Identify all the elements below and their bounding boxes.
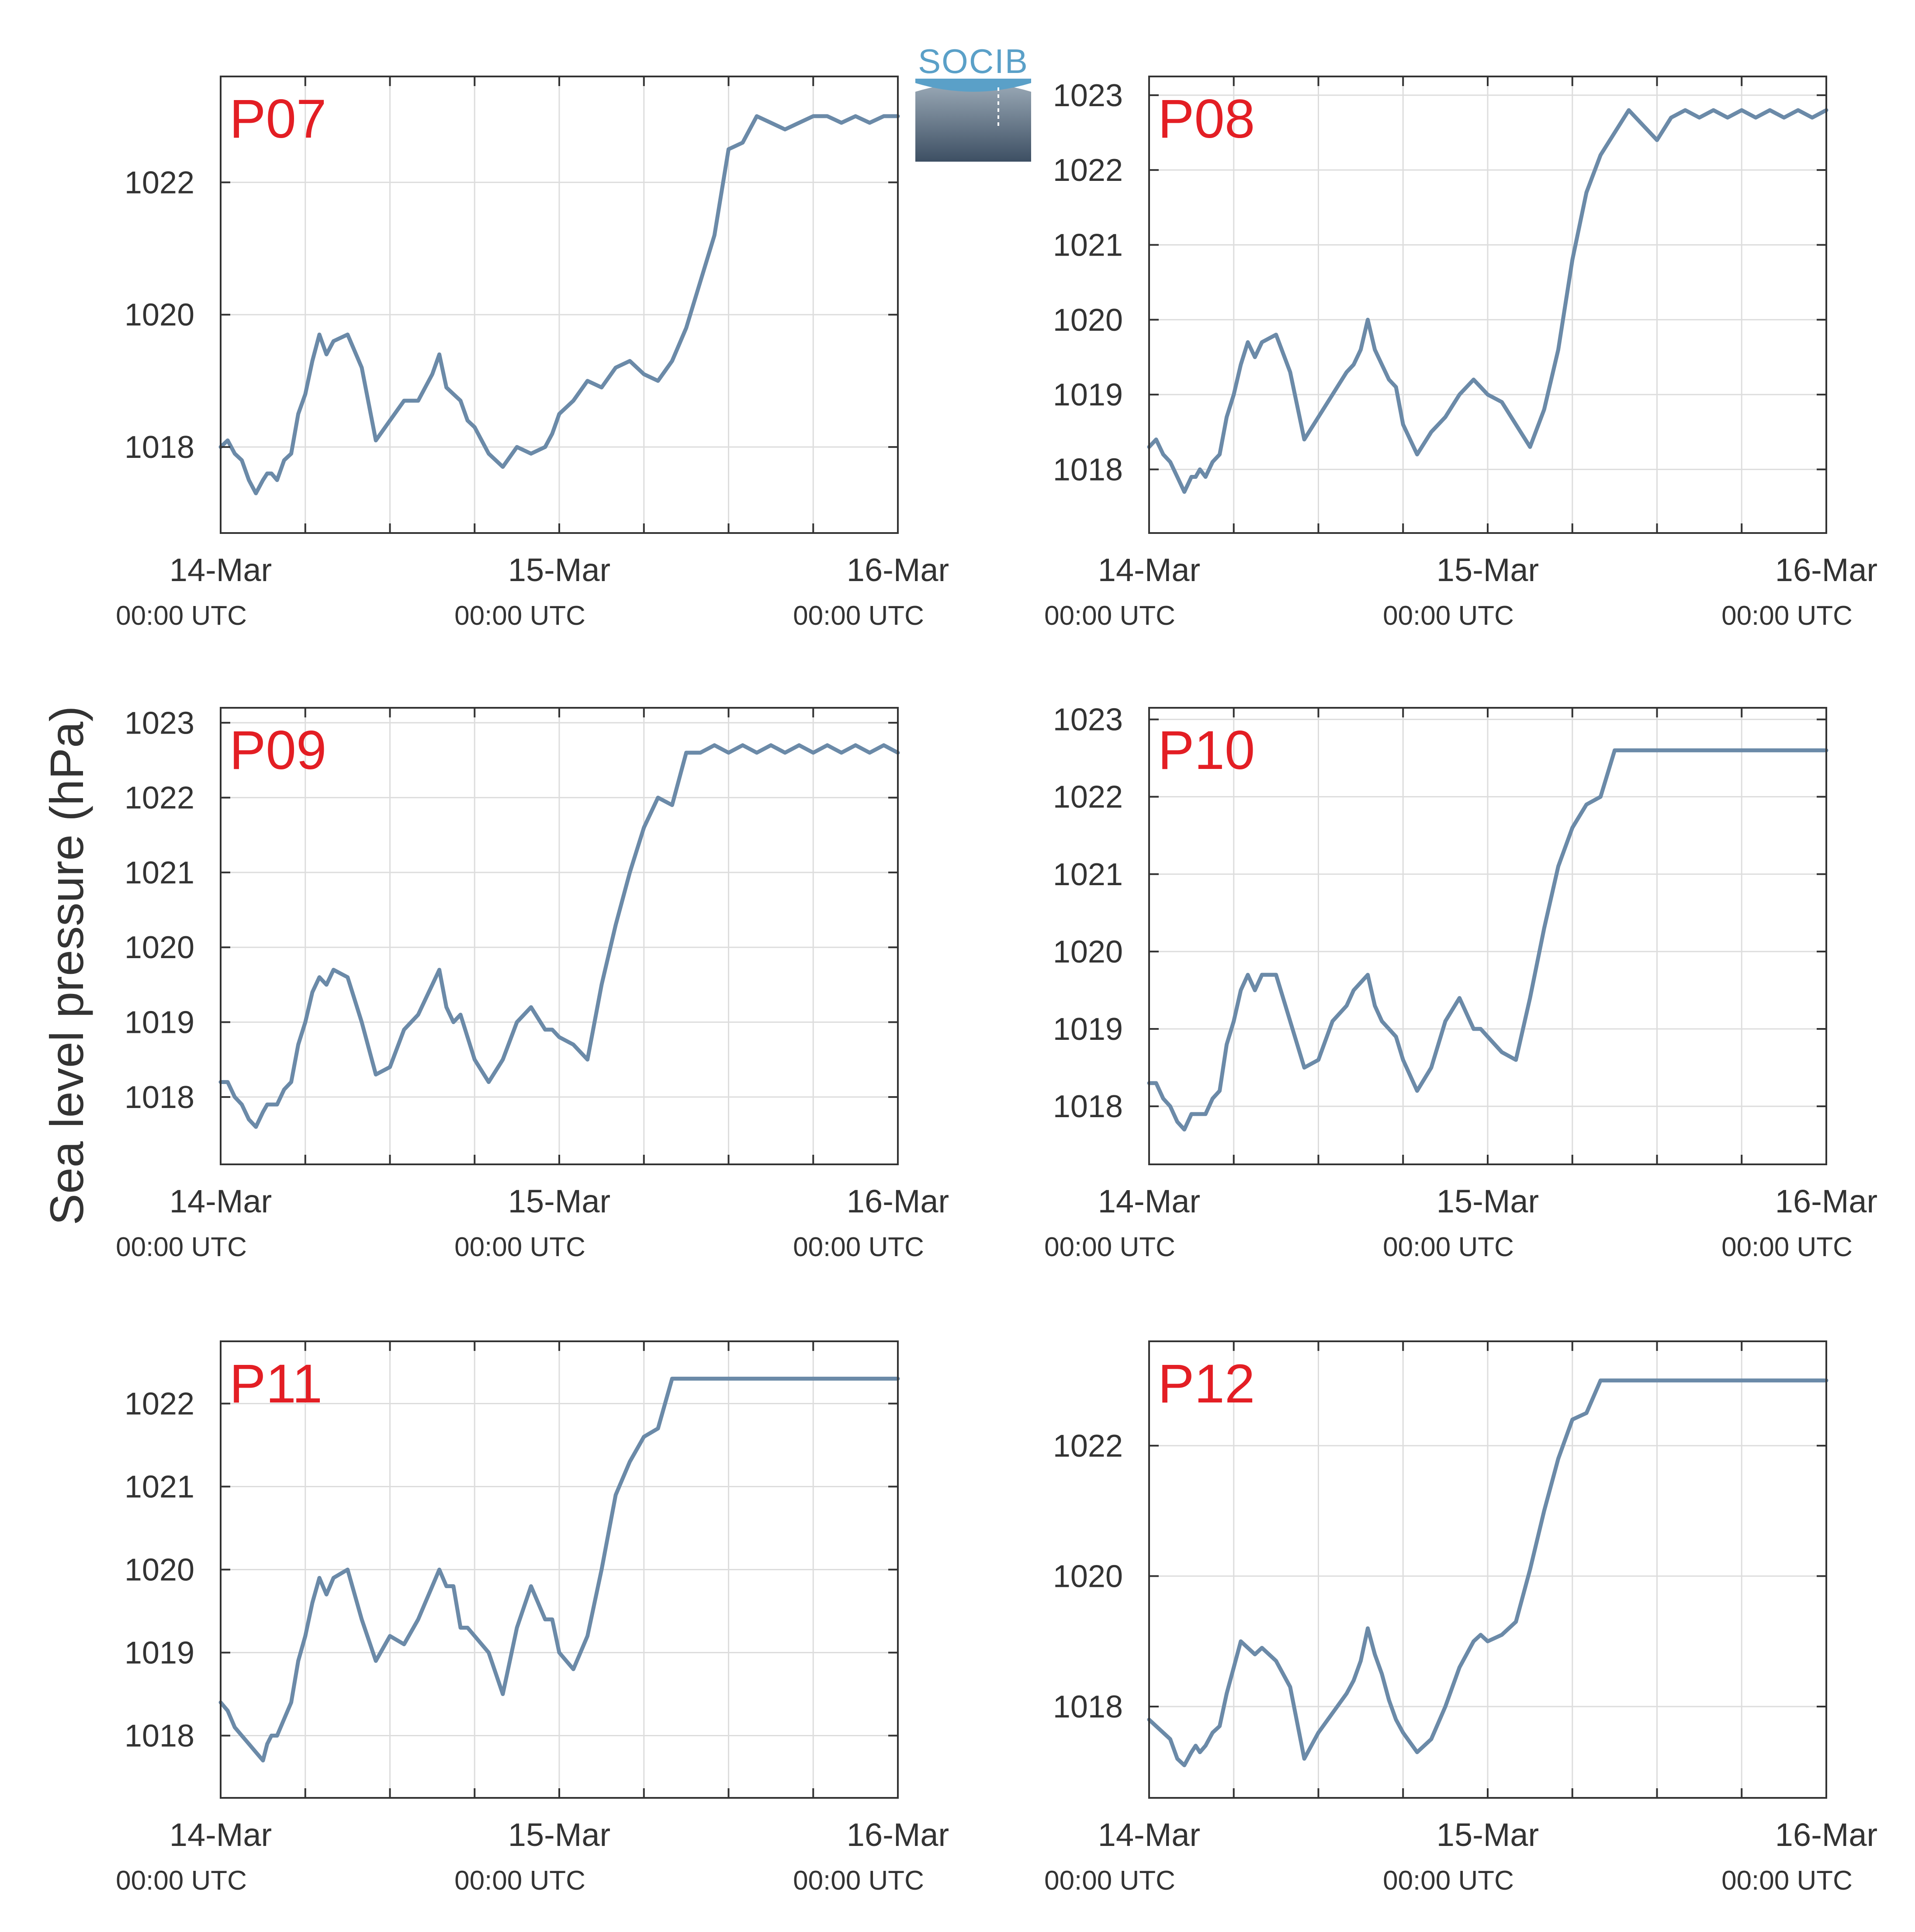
y-tick-label: 1018: [1053, 452, 1123, 487]
x-tick-label-date: 16-Mar: [1775, 552, 1877, 588]
x-tick-label-date: 14-Mar: [170, 1817, 272, 1853]
y-tick-label: 1020: [1053, 303, 1123, 338]
y-tick-label: 1018: [125, 1719, 194, 1754]
y-tick-label: 1022: [1053, 153, 1123, 188]
y-tick-label: 1022: [125, 1387, 194, 1422]
x-tick-label-time: 00:00 UTC: [1383, 1232, 1514, 1262]
y-tick-label: 1020: [125, 930, 194, 965]
x-tick-label-time: 00:00 UTC: [793, 1866, 924, 1896]
panel-label: P11: [229, 1354, 322, 1414]
series-line: [1147, 108, 1828, 494]
y-tick-label: 1023: [125, 706, 194, 741]
y-tick-label: 1020: [125, 298, 194, 332]
x-tick-label-date: 15-Mar: [508, 1817, 610, 1853]
series-line: [218, 114, 900, 495]
y-tick-label: 1022: [1053, 780, 1123, 815]
x-tick-label-date: 15-Mar: [1437, 552, 1539, 588]
x-tick-label-time: 00:00 UTC: [1721, 601, 1853, 631]
y-tick-label: 1021: [125, 855, 194, 890]
panel-label: P07: [229, 89, 326, 149]
panel-label: P10: [1158, 720, 1255, 781]
y-tick-label: 1018: [1053, 1089, 1123, 1124]
x-tick-label-date: 16-Mar: [847, 1817, 949, 1853]
chart-panel-p11: 1018 1019 1020 1021 1022 14-Mar 00:00 UTC 15-Ma…: [116, 1340, 949, 1896]
x-tick-label-time: 00:00 UTC: [1044, 601, 1175, 631]
x-tick-label-time: 00:00 UTC: [1044, 1866, 1175, 1896]
x-tick-label-date: 14-Mar: [170, 552, 272, 588]
y-tick-label: 1020: [1053, 1559, 1123, 1594]
y-tick-label: 1021: [125, 1470, 194, 1505]
x-tick-label-date: 14-Mar: [170, 1183, 272, 1219]
x-tick-label-time: 00:00 UTC: [116, 1866, 247, 1896]
x-tick-label-time: 00:00 UTC: [793, 601, 924, 631]
x-tick-label-time: 00:00 UTC: [454, 601, 585, 631]
x-tick-label-time: 00:00 UTC: [1383, 1866, 1514, 1896]
x-tick-label-date: 16-Mar: [847, 552, 949, 588]
x-tick-label-date: 15-Mar: [1437, 1817, 1539, 1853]
series-line: [1147, 748, 1828, 1132]
y-tick-label: 1022: [1053, 1429, 1123, 1464]
x-tick-label-time: 00:00 UTC: [116, 601, 247, 631]
y-tick-label: 1019: [1053, 377, 1123, 412]
y-tick-label: 1019: [1053, 1012, 1123, 1047]
socib-logo: SOCIB: [915, 44, 1031, 162]
y-tick-label: 1022: [125, 781, 194, 816]
y-tick-label: 1022: [125, 165, 194, 200]
y-tick-label: 1018: [1053, 1690, 1123, 1724]
x-tick-label-time: 00:00 UTC: [454, 1232, 585, 1262]
series-line: [218, 1377, 900, 1762]
x-tick-label-time: 00:00 UTC: [116, 1232, 247, 1262]
x-tick-label-time: 00:00 UTC: [1721, 1232, 1853, 1262]
panel-label: P08: [1158, 89, 1255, 149]
logo-text: SOCIB: [918, 42, 1028, 80]
y-tick-label: 1021: [1053, 857, 1123, 892]
x-tick-label-date: 16-Mar: [1775, 1183, 1877, 1219]
x-tick-label-time: 00:00 UTC: [1044, 1232, 1175, 1262]
chart-panel-p08: 1018 1019 1020 1021 1022 1023 14-Mar 00:00 UTC 1…: [1044, 76, 1877, 631]
x-tick-label-date: 16-Mar: [1775, 1817, 1877, 1853]
chart-panel-p12: 1018 1020 1022 14-Mar 00:00 UTC 15-Mar 00:00 U…: [1044, 1340, 1877, 1896]
x-tick-label-time: 00:00 UTC: [793, 1232, 924, 1262]
y-tick-label: 1019: [125, 1636, 194, 1671]
y-tick-label: 1023: [1053, 703, 1123, 737]
x-tick-label-time: 00:00 UTC: [1383, 601, 1514, 631]
y-tick-label: 1018: [125, 1080, 194, 1115]
y-tick-label: 1020: [125, 1553, 194, 1588]
chart-panel-p07: 1018 1020 1022 14-Mar 00:00 UTC 15-Mar 00:00 U…: [116, 76, 949, 631]
logo-emblem: [915, 79, 1031, 162]
x-tick-label-time: 00:00 UTC: [454, 1866, 585, 1896]
x-tick-label-date: 14-Mar: [1098, 552, 1200, 588]
x-tick-label-date: 14-Mar: [1098, 1817, 1200, 1853]
x-tick-label-date: 14-Mar: [1098, 1183, 1200, 1219]
y-tick-label: 1021: [1053, 228, 1123, 263]
x-tick-label-date: 15-Mar: [1437, 1183, 1539, 1219]
x-tick-label-date: 15-Mar: [508, 1183, 610, 1219]
x-tick-label-time: 00:00 UTC: [1721, 1866, 1853, 1896]
y-axis-label: Sea level pressure (hPa): [40, 706, 93, 1226]
y-tick-label: 1023: [1053, 78, 1123, 113]
y-tick-label: 1020: [1053, 935, 1123, 969]
chart-panel-p10: 1018 1019 1020 1021 1022 1023 14-Mar 00:00 UTC 1…: [1044, 703, 1877, 1262]
x-tick-label-date: 15-Mar: [508, 552, 610, 588]
y-tick-label: 1019: [125, 1005, 194, 1040]
panel-label: P12: [1158, 1354, 1255, 1414]
series-line: [218, 743, 900, 1129]
series-line: [1147, 1378, 1828, 1767]
x-tick-label-date: 16-Mar: [847, 1183, 949, 1219]
panel-label: P09: [229, 720, 326, 781]
y-tick-label: 1018: [125, 430, 194, 465]
chart-panel-p09: 1018 1019 1020 1021 1022 1023 14-Mar 00:00 UTC 1…: [116, 706, 949, 1262]
